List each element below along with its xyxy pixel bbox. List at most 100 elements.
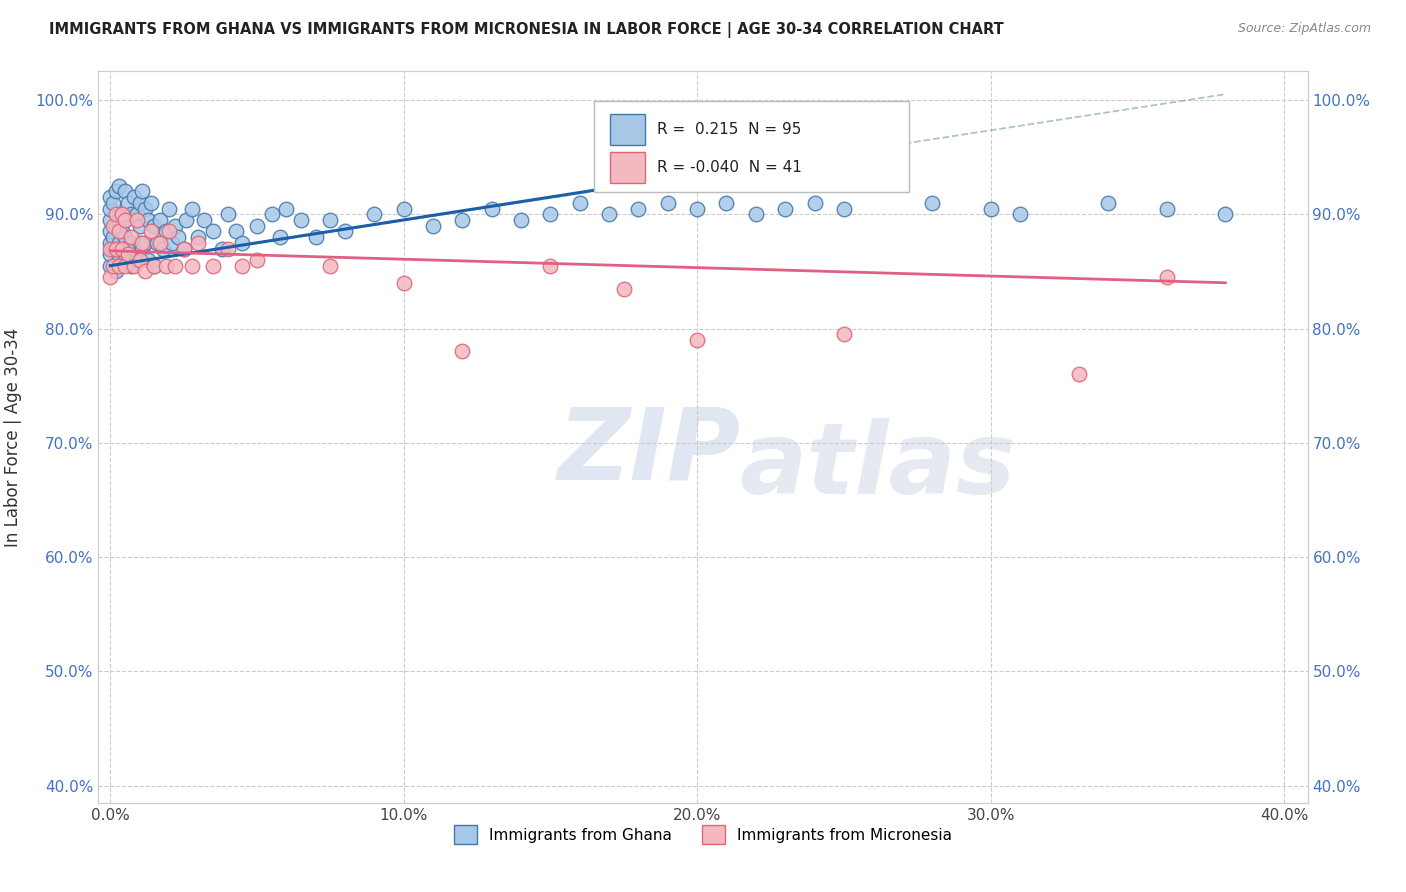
Point: [134, 235, 156, 250]
Point: [108, 259, 131, 273]
Point: [181, 202, 204, 216]
Point: [510, 213, 533, 227]
FancyBboxPatch shape: [610, 152, 645, 183]
Point: [231, 259, 253, 273]
Point: [155, 259, 177, 273]
Point: [163, 259, 186, 273]
Point: [157, 202, 180, 216]
Point: [146, 235, 169, 250]
Point: [122, 259, 145, 273]
Point: [105, 185, 128, 199]
Point: [105, 242, 128, 256]
Point: [363, 207, 385, 221]
Point: [451, 344, 474, 359]
Point: [451, 213, 474, 227]
Point: [114, 185, 136, 199]
Point: [1067, 368, 1090, 382]
FancyBboxPatch shape: [610, 114, 645, 145]
Point: [120, 259, 142, 273]
Point: [114, 213, 136, 227]
Point: [141, 195, 163, 210]
Point: [108, 235, 131, 250]
Point: [108, 224, 131, 238]
Point: [111, 242, 134, 256]
Point: [111, 224, 134, 238]
Point: [157, 224, 180, 238]
Point: [120, 230, 142, 244]
Point: [163, 219, 186, 233]
Point: [98, 190, 121, 204]
Point: [686, 333, 709, 347]
Point: [136, 213, 159, 227]
Point: [98, 202, 121, 216]
Text: R = -0.040  N = 41: R = -0.040 N = 41: [657, 160, 801, 175]
Point: [136, 252, 159, 267]
Point: [98, 259, 121, 273]
Point: [803, 195, 825, 210]
Text: atlas: atlas: [740, 417, 1015, 515]
Point: [1215, 207, 1237, 221]
Point: [101, 219, 124, 233]
Point: [832, 202, 855, 216]
Point: [134, 264, 156, 278]
Point: [269, 230, 291, 244]
Point: [201, 224, 224, 238]
Point: [117, 247, 139, 261]
Point: [141, 224, 163, 238]
Point: [217, 242, 239, 256]
Point: [98, 235, 121, 250]
Point: [143, 259, 166, 273]
Point: [225, 224, 247, 238]
Point: [128, 219, 150, 233]
Point: [211, 242, 233, 256]
Point: [143, 259, 166, 273]
Point: [201, 259, 224, 273]
Point: [114, 213, 136, 227]
Point: [832, 327, 855, 342]
Point: [149, 213, 172, 227]
Point: [117, 195, 139, 210]
Point: [1097, 195, 1119, 210]
Point: [627, 202, 650, 216]
Point: [598, 207, 620, 221]
Point: [128, 235, 150, 250]
Text: R =  0.215  N = 95: R = 0.215 N = 95: [657, 121, 801, 136]
Point: [101, 242, 124, 256]
Point: [319, 259, 342, 273]
Point: [538, 207, 561, 221]
Point: [304, 230, 326, 244]
Point: [422, 219, 444, 233]
Point: [98, 224, 121, 238]
Point: [745, 207, 768, 221]
Point: [276, 202, 298, 216]
Point: [1156, 270, 1178, 285]
Point: [101, 230, 124, 244]
Point: [114, 259, 136, 273]
Point: [122, 242, 145, 256]
Point: [187, 230, 209, 244]
Point: [108, 252, 131, 267]
Point: [131, 242, 153, 256]
Point: [131, 235, 153, 250]
Point: [193, 213, 215, 227]
Point: [980, 202, 1002, 216]
Point: [187, 235, 209, 250]
Point: [101, 195, 124, 210]
Point: [716, 195, 738, 210]
Point: [152, 242, 174, 256]
Point: [217, 207, 239, 221]
Point: [131, 185, 153, 199]
Point: [111, 242, 134, 256]
Y-axis label: In Labor Force | Age 30-34: In Labor Force | Age 30-34: [4, 327, 21, 547]
Point: [231, 235, 253, 250]
Point: [246, 219, 269, 233]
Point: [773, 202, 796, 216]
Point: [181, 259, 204, 273]
Point: [173, 242, 195, 256]
Text: IMMIGRANTS FROM GHANA VS IMMIGRANTS FROM MICRONESIA IN LABOR FORCE | AGE 30-34 C: IMMIGRANTS FROM GHANA VS IMMIGRANTS FROM…: [49, 22, 1004, 38]
Point: [128, 195, 150, 210]
Point: [166, 230, 188, 244]
Point: [333, 224, 356, 238]
Point: [538, 259, 561, 273]
Point: [613, 281, 636, 295]
